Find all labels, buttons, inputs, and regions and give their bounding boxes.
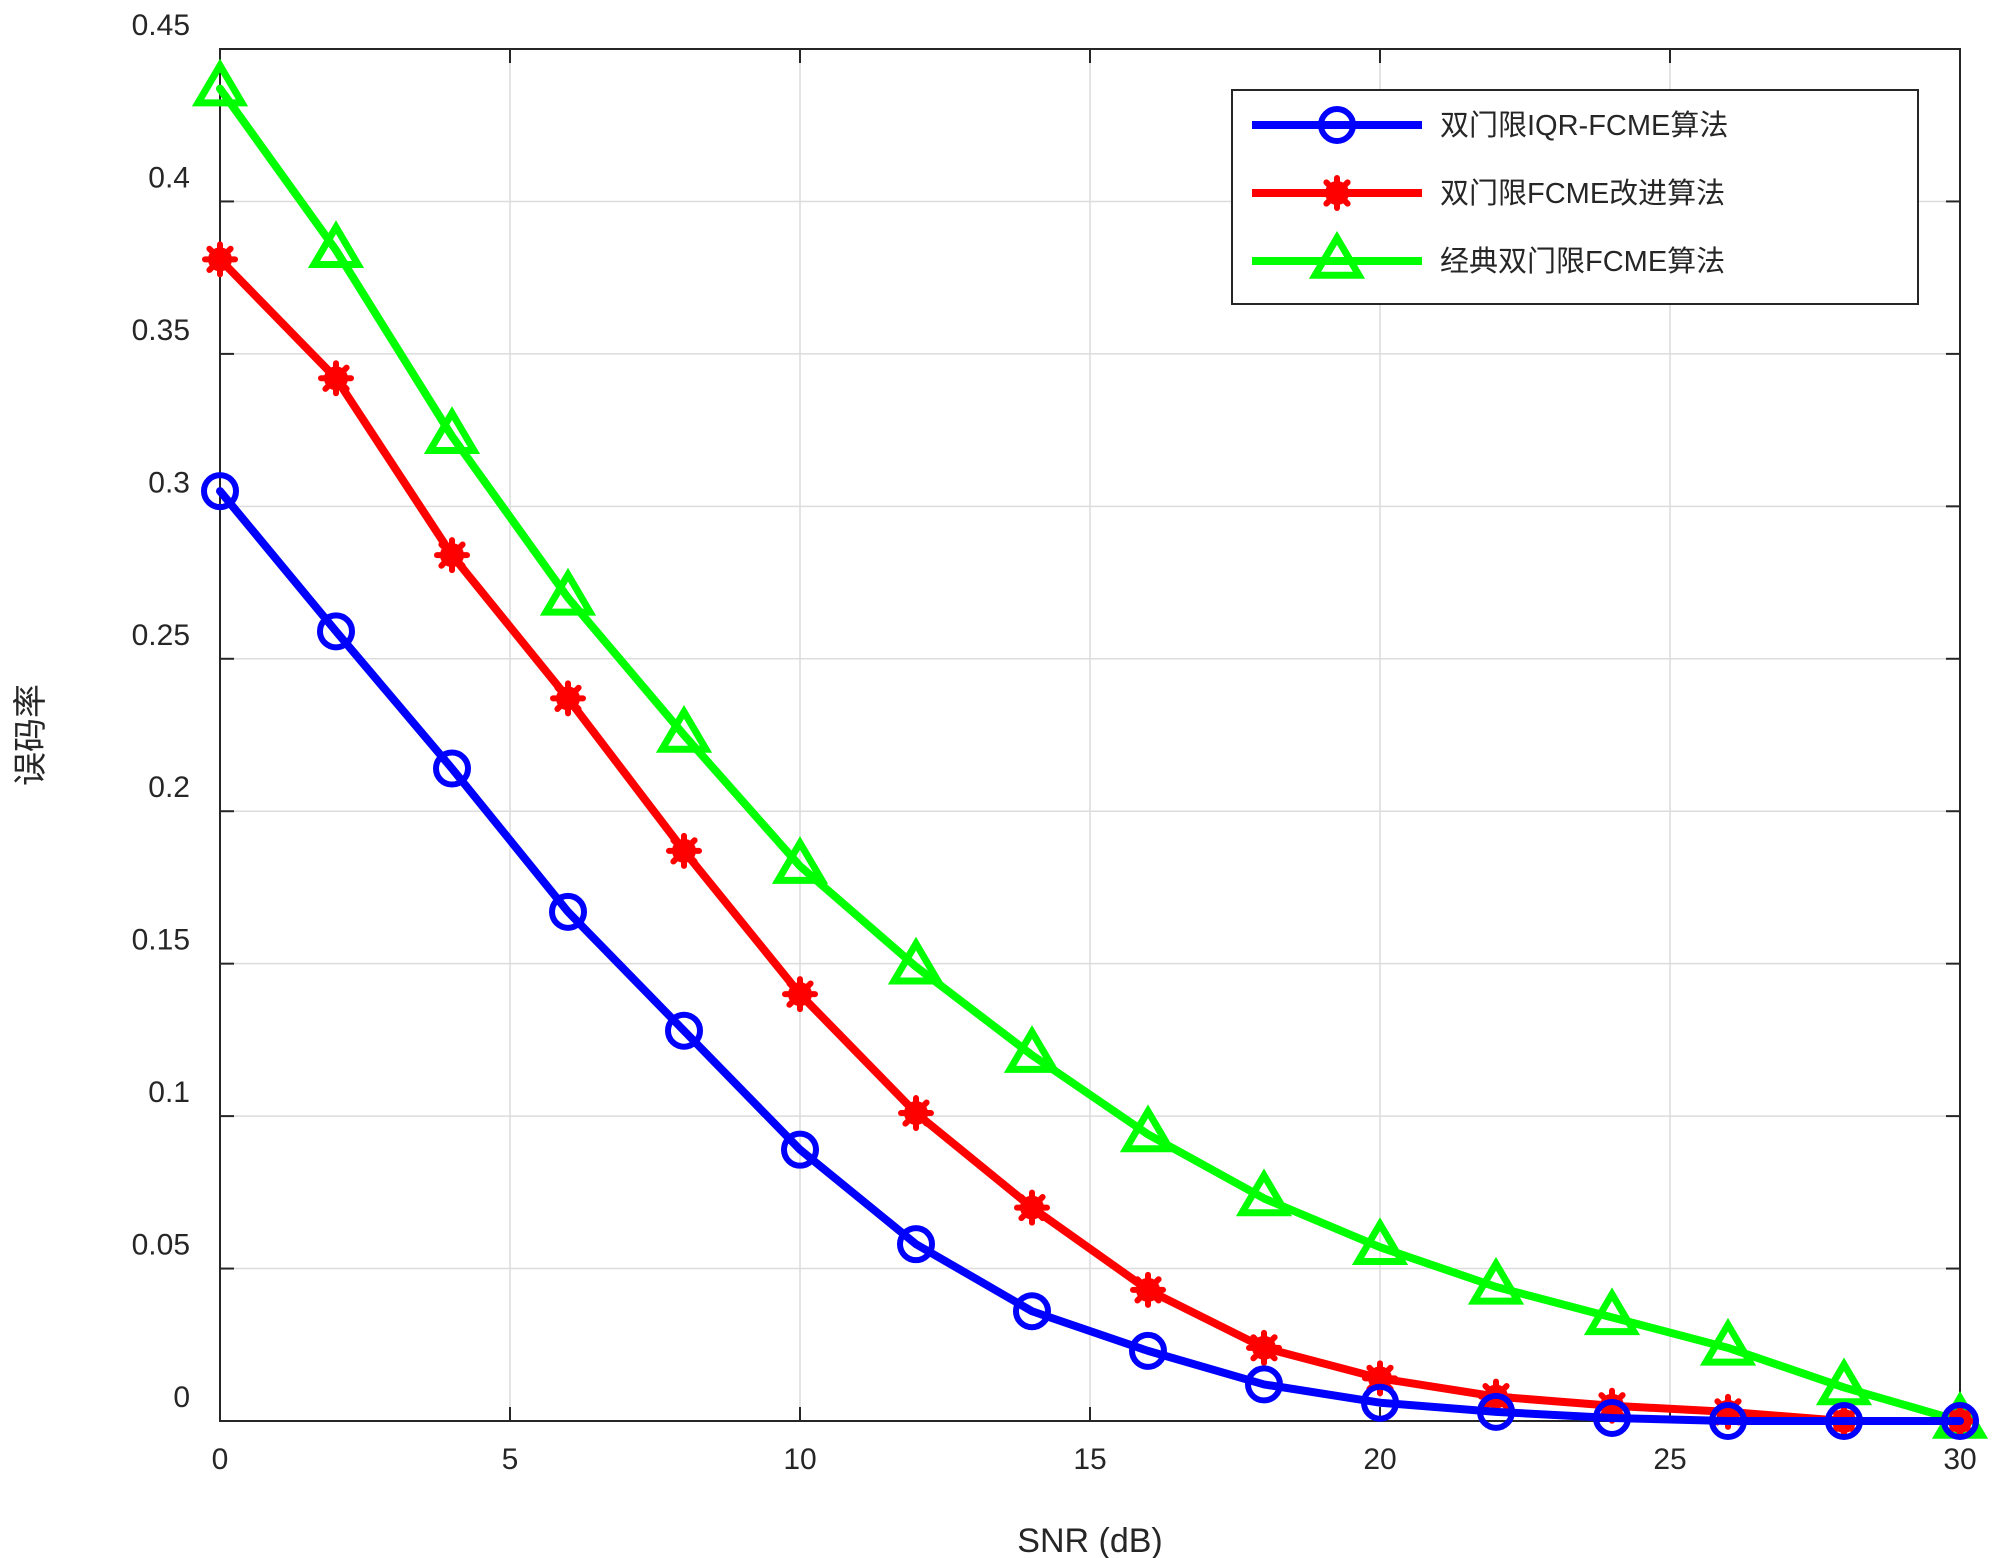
legend-swatch-marker <box>1319 175 1355 211</box>
data-point <box>307 220 365 269</box>
data-point <box>1583 1287 1641 1336</box>
data-point <box>1246 1329 1282 1366</box>
data-point <box>434 537 470 574</box>
legend-swatch-marker <box>1308 230 1366 279</box>
legend-label: 经典双门限FCME算法 <box>1440 245 1725 278</box>
y-tick-label: 0.15 <box>132 924 190 957</box>
data-point <box>433 749 471 788</box>
data-point <box>423 406 481 455</box>
data-point <box>1130 1271 1166 1308</box>
data-point <box>1709 1402 1747 1440</box>
data-point <box>202 241 238 278</box>
data-point <box>1361 1383 1399 1422</box>
data-point <box>655 704 713 753</box>
data-point <box>665 1011 703 1050</box>
legend-entry: 经典双门限FCME算法 <box>1252 230 1725 279</box>
y-tick-label: 0.35 <box>132 314 190 347</box>
series-lines <box>191 58 1989 1440</box>
data-point <box>1129 1331 1167 1370</box>
legend-entry: 双门限IQR-FCME算法 <box>1252 106 1728 144</box>
data-point <box>539 567 597 616</box>
data-point <box>781 1130 819 1169</box>
data-point <box>549 892 587 931</box>
y-tick-label: 0 <box>173 1381 190 1414</box>
series-line <box>216 84 1964 1425</box>
data-point <box>191 58 249 107</box>
y-tick-label: 0.3 <box>148 466 190 499</box>
data-point <box>1003 1025 1061 1073</box>
x-tick-label: 25 <box>1653 1443 1686 1476</box>
data-point <box>1593 1398 1631 1437</box>
data-point <box>1119 1104 1177 1153</box>
legend-swatch-marker <box>1318 106 1356 144</box>
x-tick-label: 15 <box>1073 1443 1106 1476</box>
series-line <box>216 487 1964 1425</box>
data-point <box>1815 1357 1873 1406</box>
x-tick-label: 30 <box>1943 1443 1976 1476</box>
ticks: 0 5 10 15 20 25 30 0 0.05 0.1 0.15 0.2 0.25 0.3 0.35 0.… <box>132 9 1977 1476</box>
data-point <box>898 1095 934 1132</box>
data-point <box>1941 1402 1979 1440</box>
x-axis-label: SNR (dB) <box>1017 1522 1162 1558</box>
series-1 <box>201 472 1979 1440</box>
data-point <box>1467 1256 1525 1305</box>
y-tick-label: 0.1 <box>148 1076 190 1109</box>
series-line <box>216 255 1964 1425</box>
series-3 <box>191 58 1989 1439</box>
data-point <box>887 936 945 985</box>
data-point <box>1699 1317 1757 1366</box>
x-tick-label: 0 <box>212 1443 229 1476</box>
data-point <box>1477 1392 1515 1431</box>
x-tick-label: 20 <box>1363 1443 1396 1476</box>
x-tick-label: 5 <box>502 1443 519 1476</box>
x-tick-label: 10 <box>783 1443 816 1476</box>
data-point <box>1245 1365 1283 1404</box>
data-point <box>771 836 829 884</box>
legend-entry: 双门限FCME改进算法 <box>1252 175 1725 211</box>
data-point <box>201 472 239 511</box>
y-tick-label: 0.05 <box>132 1229 190 1262</box>
y-tick-label: 0.25 <box>132 619 190 652</box>
data-point <box>1351 1217 1409 1266</box>
data-point <box>1014 1189 1050 1226</box>
y-tick-label: 0.2 <box>148 771 190 804</box>
y-tick-label: 0.45 <box>132 9 190 42</box>
legend-label: 双门限FCME改进算法 <box>1440 177 1725 210</box>
data-point <box>1235 1168 1293 1217</box>
data-point <box>317 612 355 651</box>
data-point <box>897 1225 935 1264</box>
data-point <box>666 832 702 869</box>
y-axis-label: 误码率 <box>12 684 50 786</box>
data-point <box>1825 1402 1863 1440</box>
data-point <box>550 680 586 717</box>
data-point <box>782 976 818 1013</box>
legend-label: 双门限IQR-FCME算法 <box>1440 109 1728 142</box>
data-point <box>318 360 354 397</box>
y-tick-label: 0.4 <box>148 161 190 194</box>
data-point <box>1013 1292 1051 1331</box>
